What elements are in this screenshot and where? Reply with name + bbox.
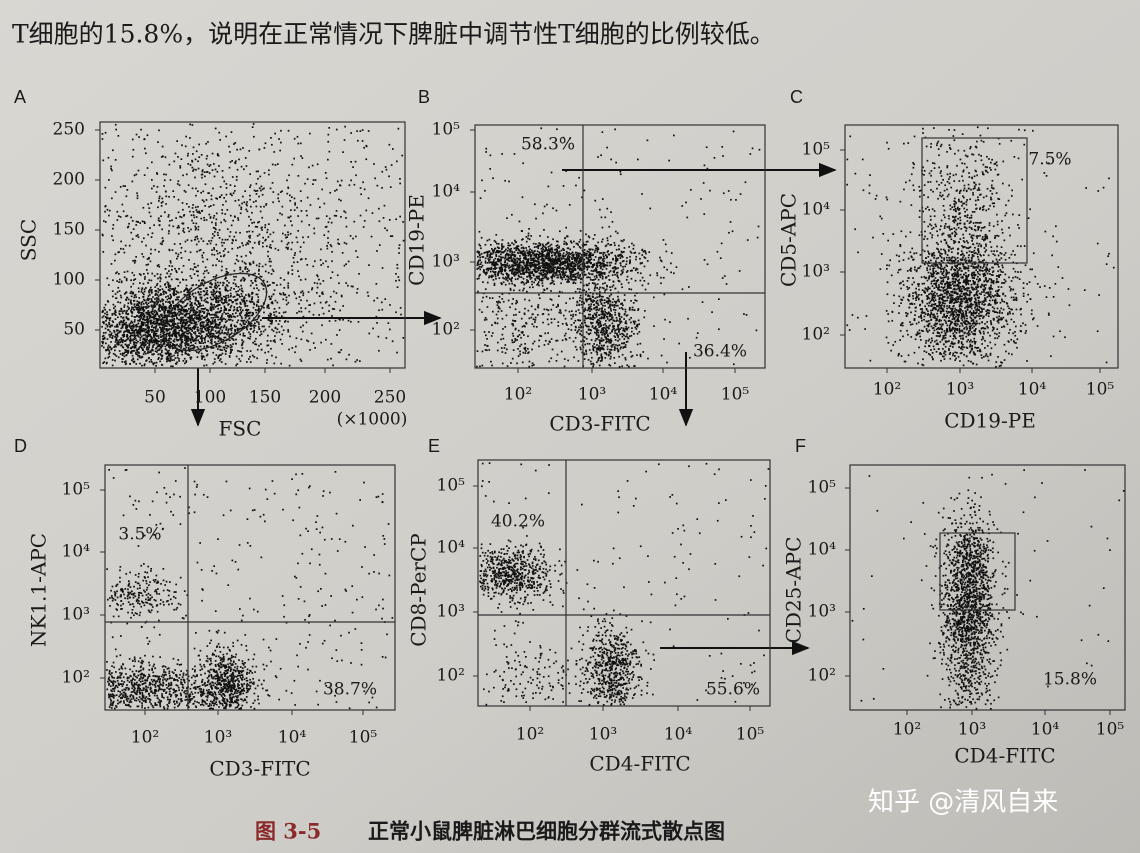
y-tick-label: 10² (432, 320, 460, 340)
gate-percent: 38.7% (323, 680, 377, 700)
panel-label: A (14, 87, 26, 107)
y-tick-label: 10³ (62, 605, 90, 625)
x-tick-label: 10² (516, 725, 544, 745)
x-tick-label: 10² (893, 720, 921, 740)
y-axis-label: CD8-PerCP (407, 533, 431, 647)
x-tick-label: 10⁵ (736, 725, 765, 745)
y-tick-label: 10⁴ (432, 182, 461, 202)
y-tick-label: 10³ (432, 252, 460, 272)
y-axis-label: CD19-PE (405, 194, 429, 286)
caption-text: 正常小鼠脾脏淋巴细胞分群流式散点图 (368, 819, 725, 844)
panel-label: E (428, 436, 440, 456)
x-axis-label: CD4-FITC (954, 744, 1055, 768)
x-tick-label: 10³ (204, 728, 232, 748)
gate-percent: 40.2% (491, 512, 545, 532)
x-tick-label: 150 (249, 388, 281, 408)
panel-label: F (795, 436, 806, 456)
y-tick-label: 10² (808, 666, 836, 686)
x-tick-label: 10³ (578, 385, 606, 405)
gate-percent: 55.6% (706, 680, 760, 700)
x-tick-label: 10⁵ (1086, 380, 1115, 400)
gate-percent: 3.5% (118, 525, 161, 545)
y-axis-label: SSC (17, 219, 41, 261)
y-tick-label: 10⁴ (802, 200, 831, 220)
y-tick-label: 10⁵ (437, 476, 466, 496)
gate-percent: 7.5% (1028, 150, 1071, 170)
x-tick-label: 10³ (946, 380, 974, 400)
watermark: 知乎 @清风自来 (868, 788, 1058, 818)
y-tick-label: 100 (53, 270, 85, 290)
gate-percent: 36.4% (693, 342, 747, 362)
y-tick-label: 150 (53, 220, 85, 240)
x-axis-label: CD4-FITC (589, 752, 690, 776)
x-tick-label: 10⁴ (278, 728, 307, 748)
panel-label: C (790, 87, 803, 107)
y-axis-label: NK1.1-APC (27, 533, 51, 647)
y-tick-label: 10⁴ (62, 542, 91, 562)
x-tick-label: 10² (131, 728, 159, 748)
panel-label: D (14, 436, 27, 456)
x-axis-label: FSC (219, 417, 262, 441)
panel-label: B (418, 87, 430, 107)
x-tick-label: 10⁵ (349, 728, 378, 748)
caption-number: 图 3-5 (255, 819, 321, 844)
x-tick-label: 10³ (958, 720, 986, 740)
x-tick-label: 10³ (589, 725, 617, 745)
y-tick-label: 10² (62, 668, 90, 688)
y-tick-label: 10⁴ (437, 538, 466, 558)
y-tick-label: 10² (437, 666, 465, 686)
y-tick-label: 10⁴ (808, 540, 837, 560)
gate-percent: 15.8% (1043, 670, 1097, 690)
y-tick-label: 10⁵ (62, 480, 91, 500)
y-tick-label: 200 (53, 170, 85, 190)
y-tick-label: 10³ (802, 262, 830, 282)
x-axis-label: CD3-FITC (209, 757, 310, 781)
x-tick-label: 10⁴ (1018, 380, 1047, 400)
y-tick-label: 10³ (437, 602, 465, 622)
y-tick-label: 10⁵ (802, 140, 831, 160)
x-axis-unit: (×1000) (337, 410, 408, 430)
x-tick-label: 10⁵ (1096, 720, 1125, 740)
y-tick-label: 250 (53, 120, 85, 140)
x-tick-label: 10² (873, 380, 901, 400)
x-axis-label: CD3-FITC (549, 412, 650, 436)
gate-percent: 58.3% (521, 135, 575, 155)
y-axis-label: CD25-APC (782, 537, 806, 644)
x-axis-label: CD19-PE (944, 409, 1036, 433)
x-tick-label: 50 (144, 388, 166, 408)
y-tick-label: 50 (63, 320, 85, 340)
x-tick-label: 10⁴ (649, 385, 678, 405)
page: T细胞的15.8%，说明在正常情况下脾脏中调节性T细胞的比例较低。 图 3-5 … (0, 0, 1140, 853)
y-tick-label: 10² (802, 325, 830, 345)
x-tick-label: 10² (504, 385, 532, 405)
x-tick-label: 10⁵ (721, 385, 750, 405)
y-axis-label: CD5-APC (777, 193, 801, 287)
y-tick-label: 10³ (808, 602, 836, 622)
x-tick-label: 250 (374, 388, 406, 408)
header-text: T细胞的15.8%，说明在正常情况下脾脏中调节性T细胞的比例较低。 (12, 20, 775, 49)
y-tick-label: 10⁵ (432, 120, 461, 140)
x-tick-label: 10⁴ (664, 725, 693, 745)
x-tick-label: 100 (194, 388, 226, 408)
x-tick-label: 200 (309, 388, 341, 408)
y-tick-label: 10⁵ (808, 478, 837, 498)
x-tick-label: 10⁴ (1031, 720, 1060, 740)
